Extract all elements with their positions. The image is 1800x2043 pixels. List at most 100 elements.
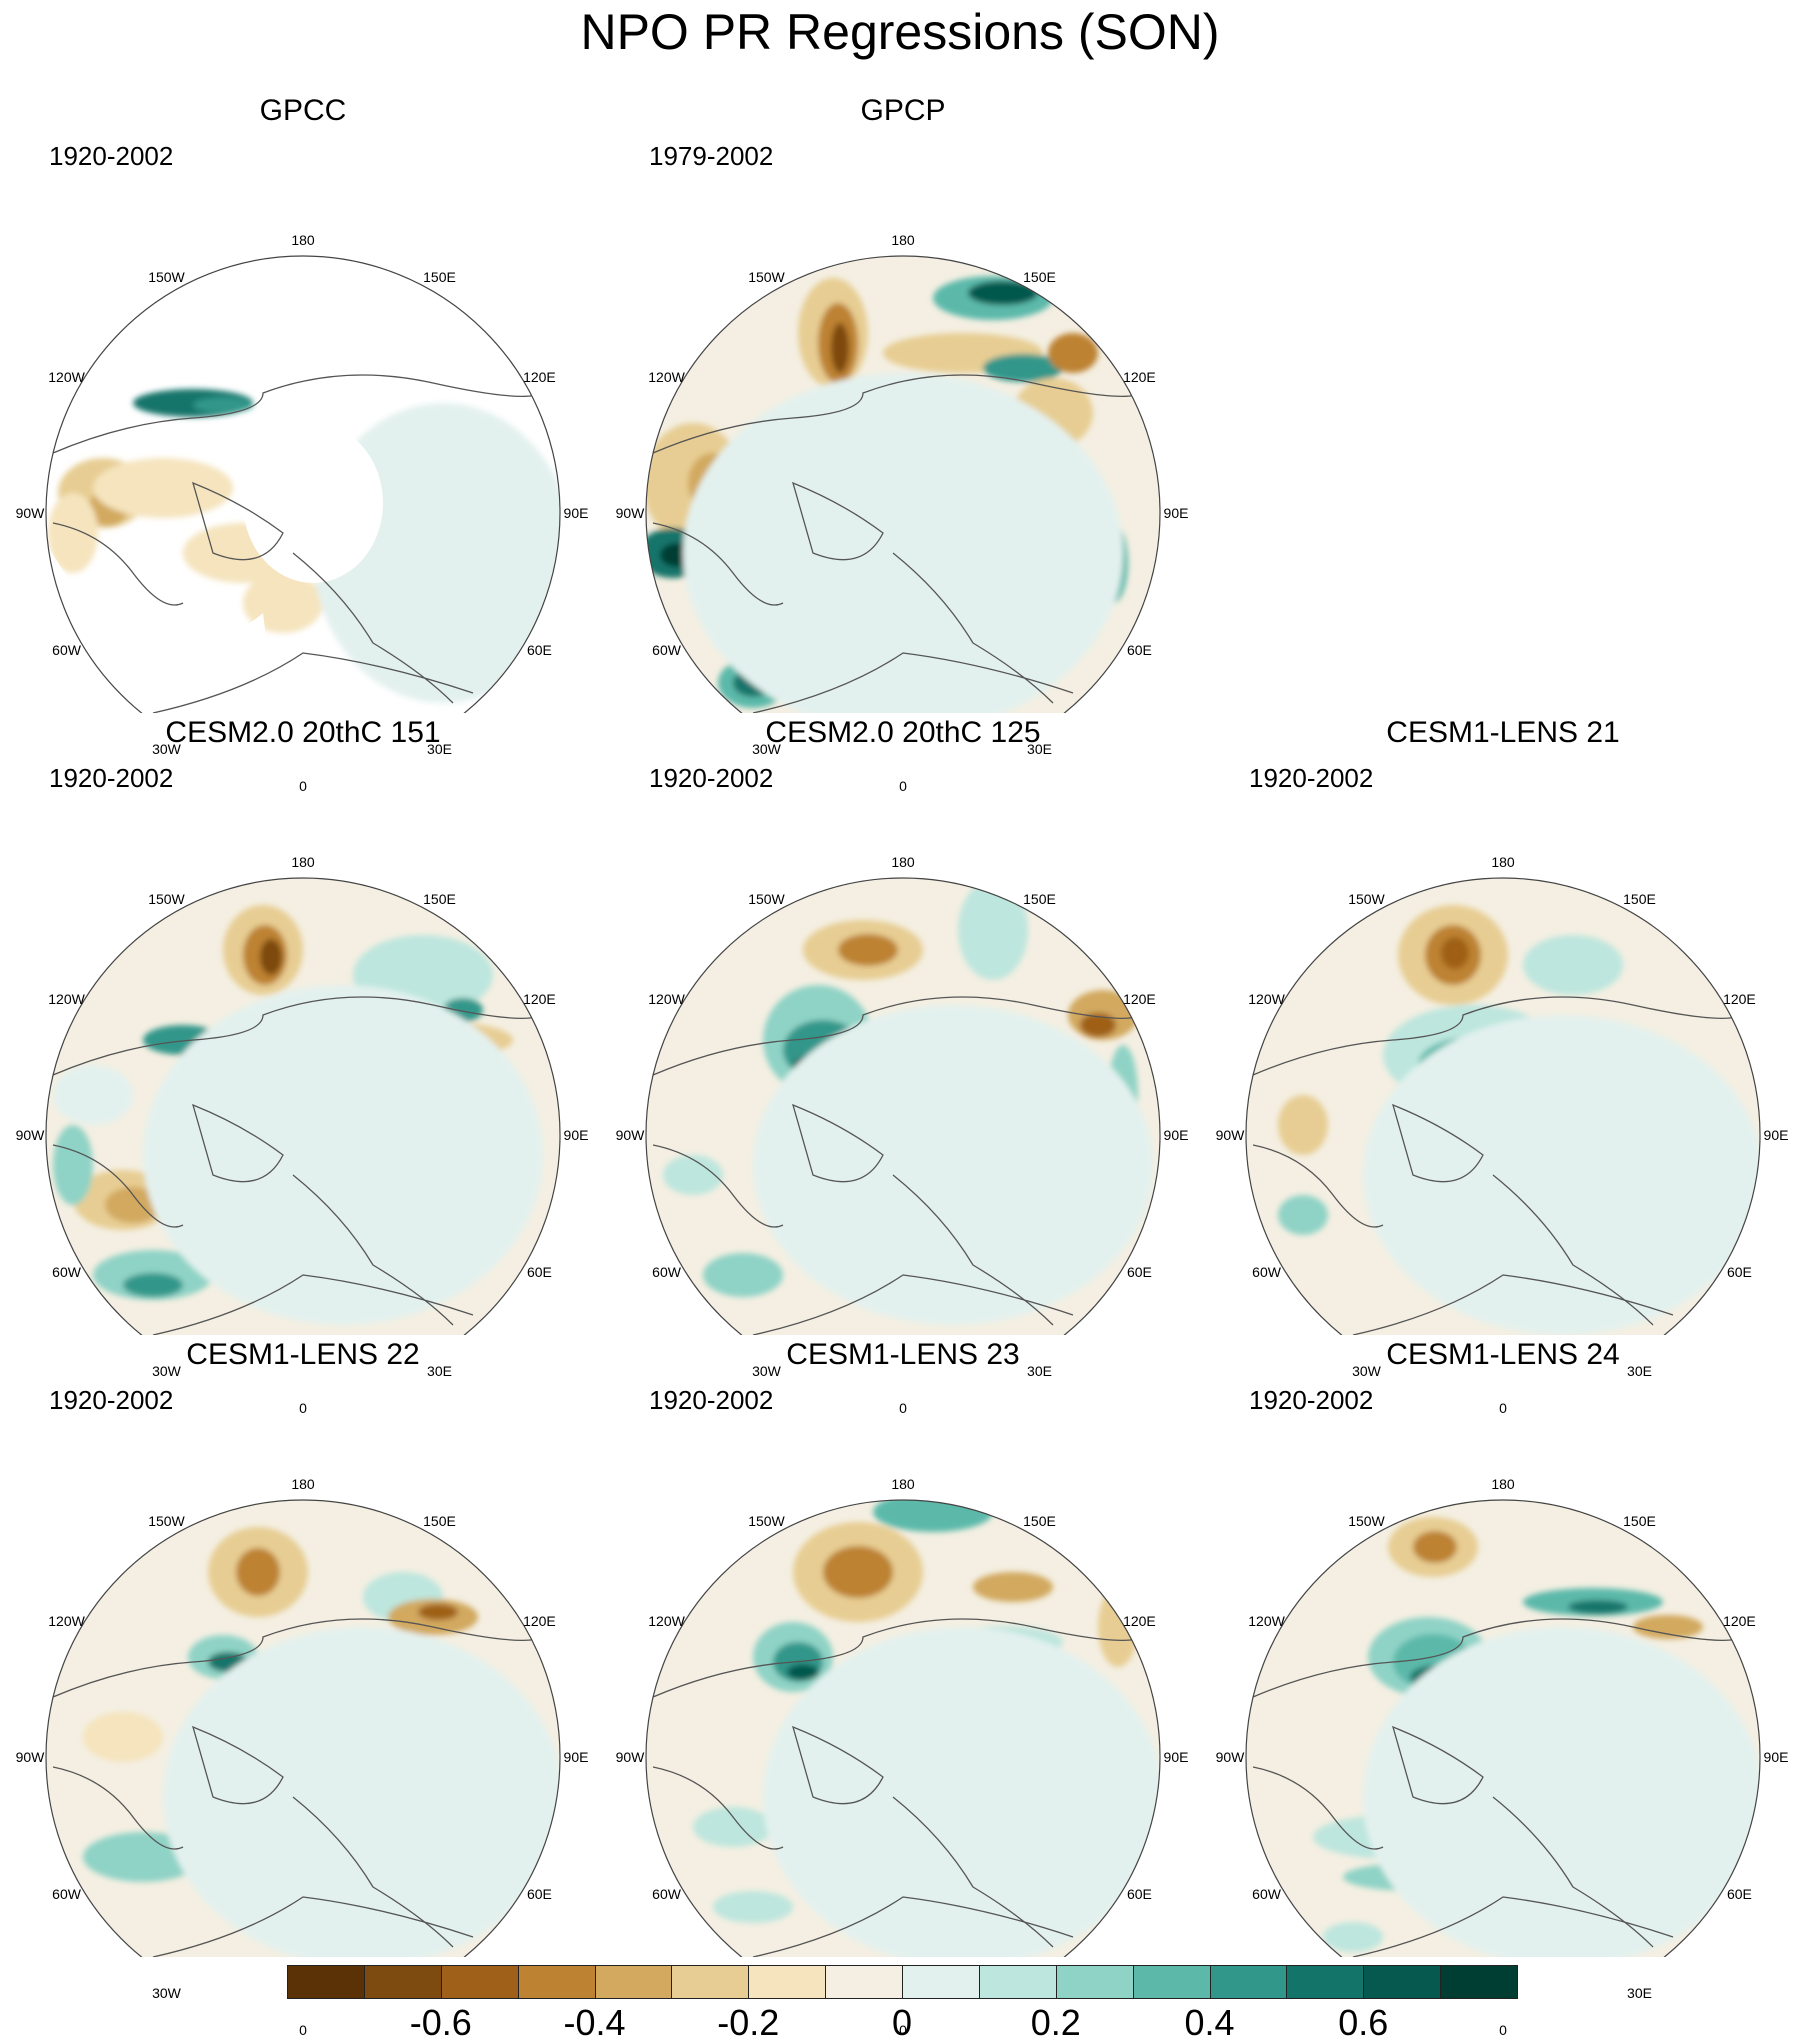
coastline xyxy=(1252,996,1744,1076)
coastline xyxy=(1392,1103,1484,1183)
graticule-label: 60E xyxy=(1126,641,1152,658)
anomaly-contour xyxy=(958,880,1028,980)
panel-title: GPCP xyxy=(860,94,946,127)
coastline xyxy=(652,1766,784,1850)
anomaly-contour xyxy=(105,1187,161,1223)
graticule-label: 120E xyxy=(1723,1612,1756,1629)
panel-cesm1-lens-22: CESM1-LENS 22 1920-2002 180 150E 120E 90E 60… xyxy=(3,1337,603,2038)
graticule-label: 90W xyxy=(1215,1127,1245,1143)
graticule-label: 0 xyxy=(1499,1400,1507,1416)
graticule-label: 120W xyxy=(1248,1612,1285,1629)
panel-period: 1920-2002 xyxy=(49,141,174,171)
polar-map xyxy=(1245,1499,1761,1957)
colorbar-cell xyxy=(902,1965,980,1999)
panel-cesm1-lens-21: CESM1-LENS 21 1920-2002 180 150E 120E 90E 60… xyxy=(1203,715,1800,1416)
graticule-label: 90W xyxy=(15,505,45,521)
anomaly-contour xyxy=(163,1627,560,1957)
graticule-label: 120E xyxy=(523,1612,556,1629)
coastline xyxy=(752,1274,1074,1335)
anomaly-contour xyxy=(763,1627,1160,1957)
colorbar-tick-label: 0 xyxy=(891,2002,913,2043)
colorbar-tick-label: -0.2 xyxy=(717,2002,780,2043)
colorbar-cell xyxy=(1132,1965,1211,1999)
graticule-label: 60E xyxy=(526,641,552,658)
map-border xyxy=(1245,1499,1761,1957)
panel-cesm1-lens-23: CESM1-LENS 23 1920-2002 180 150E 120E 90E 60… xyxy=(603,1337,1203,2038)
panel-period: 1920-2002 xyxy=(649,763,774,793)
coastline xyxy=(752,1896,1074,1957)
graticule-label: 150W xyxy=(148,1512,185,1529)
anomaly-contour xyxy=(1413,1531,1457,1563)
graticule-label: 150E xyxy=(1623,1512,1656,1529)
graticule-label: 120W xyxy=(1248,990,1285,1007)
coastline xyxy=(52,1144,184,1228)
graticule-label: 150W xyxy=(148,268,185,285)
graticule-label: 30E xyxy=(1027,1363,1052,1380)
coastline xyxy=(1492,1796,1654,1948)
graticule-label: 150E xyxy=(1623,890,1656,907)
anomaly-contour xyxy=(260,939,282,975)
colorbar-cell xyxy=(1055,1965,1134,1999)
graticule-label: 120W xyxy=(48,368,85,385)
graticule-label: 120W xyxy=(648,990,685,1007)
coastline xyxy=(52,1618,544,1698)
graticule-label: 30W xyxy=(152,1985,181,2002)
graticule-label: 60W xyxy=(652,641,681,658)
anomaly-contour xyxy=(1323,1922,1383,1952)
panel-title: CESM1-LENS 22 xyxy=(186,1338,420,1371)
coastline xyxy=(292,1174,454,1326)
coastline xyxy=(1252,1766,1384,1850)
colorbar-tick-label: 0.2 xyxy=(1030,2002,1081,2043)
graticule-label: 60W xyxy=(1252,1885,1281,1902)
graticule-label: 150W xyxy=(748,890,785,907)
panel-title: CESM1-LENS 23 xyxy=(786,1338,1020,1371)
coastline xyxy=(292,1796,454,1948)
graticule-label: 150E xyxy=(1023,1512,1056,1529)
map-border xyxy=(1245,877,1761,1335)
coastline xyxy=(1352,1896,1674,1957)
anomaly-contour xyxy=(1080,1013,1116,1037)
graticule-label: 120E xyxy=(1123,1612,1156,1629)
graticule-label: 150E xyxy=(423,268,456,285)
graticule-label: 60E xyxy=(1726,1885,1752,1902)
graticule-label: 120W xyxy=(48,1612,85,1629)
graticule-label: 120E xyxy=(523,990,556,1007)
graticule-label: 120E xyxy=(1123,990,1156,1007)
graticule-label: 150W xyxy=(1348,1512,1385,1529)
graticule-label: 90E xyxy=(1763,1127,1789,1143)
anomaly-contour xyxy=(983,354,1063,382)
panel-period: 1920-2002 xyxy=(1249,763,1374,793)
anomaly-contour xyxy=(663,1155,723,1195)
anomaly-contour xyxy=(236,1548,280,1596)
polar-map xyxy=(45,877,561,1335)
coastline xyxy=(792,1103,884,1183)
anomaly-contour xyxy=(838,934,898,966)
colorbar-cell xyxy=(594,1965,673,1999)
coastline xyxy=(1252,1144,1384,1228)
coastline xyxy=(892,1174,1054,1326)
graticule-label: 30W xyxy=(752,741,781,758)
graticule-label: 60W xyxy=(52,1263,81,1280)
panel-period: 1920-2002 xyxy=(649,1385,774,1415)
panel-period: 1979-2002 xyxy=(649,141,774,171)
coastline xyxy=(292,552,454,704)
graticule-label: 60E xyxy=(526,1885,552,1902)
coastline xyxy=(52,522,184,606)
graticule-label: 60W xyxy=(652,1885,681,1902)
graticule-label: 60W xyxy=(52,1885,81,1902)
graticule-label: 150W xyxy=(748,268,785,285)
graticule-label: 180 xyxy=(291,854,315,870)
graticule-label: 120W xyxy=(648,1612,685,1629)
missing-data-mask xyxy=(243,423,383,583)
polar-map xyxy=(45,1499,561,1957)
graticule-label: 60W xyxy=(52,641,81,658)
coastline xyxy=(52,1766,184,1850)
coastline xyxy=(1392,1725,1484,1805)
graticule-label: 180 xyxy=(1491,1476,1515,1492)
ocean-mask xyxy=(46,543,283,713)
panel-cesm2-125: CESM2.0 20thC 125 1920-2002 180 150E 120E 9… xyxy=(603,715,1203,1416)
map-border xyxy=(45,1499,561,1957)
coastline xyxy=(152,1896,474,1957)
graticule-label: 90W xyxy=(15,1127,45,1143)
graticule-label: 180 xyxy=(291,1476,315,1492)
